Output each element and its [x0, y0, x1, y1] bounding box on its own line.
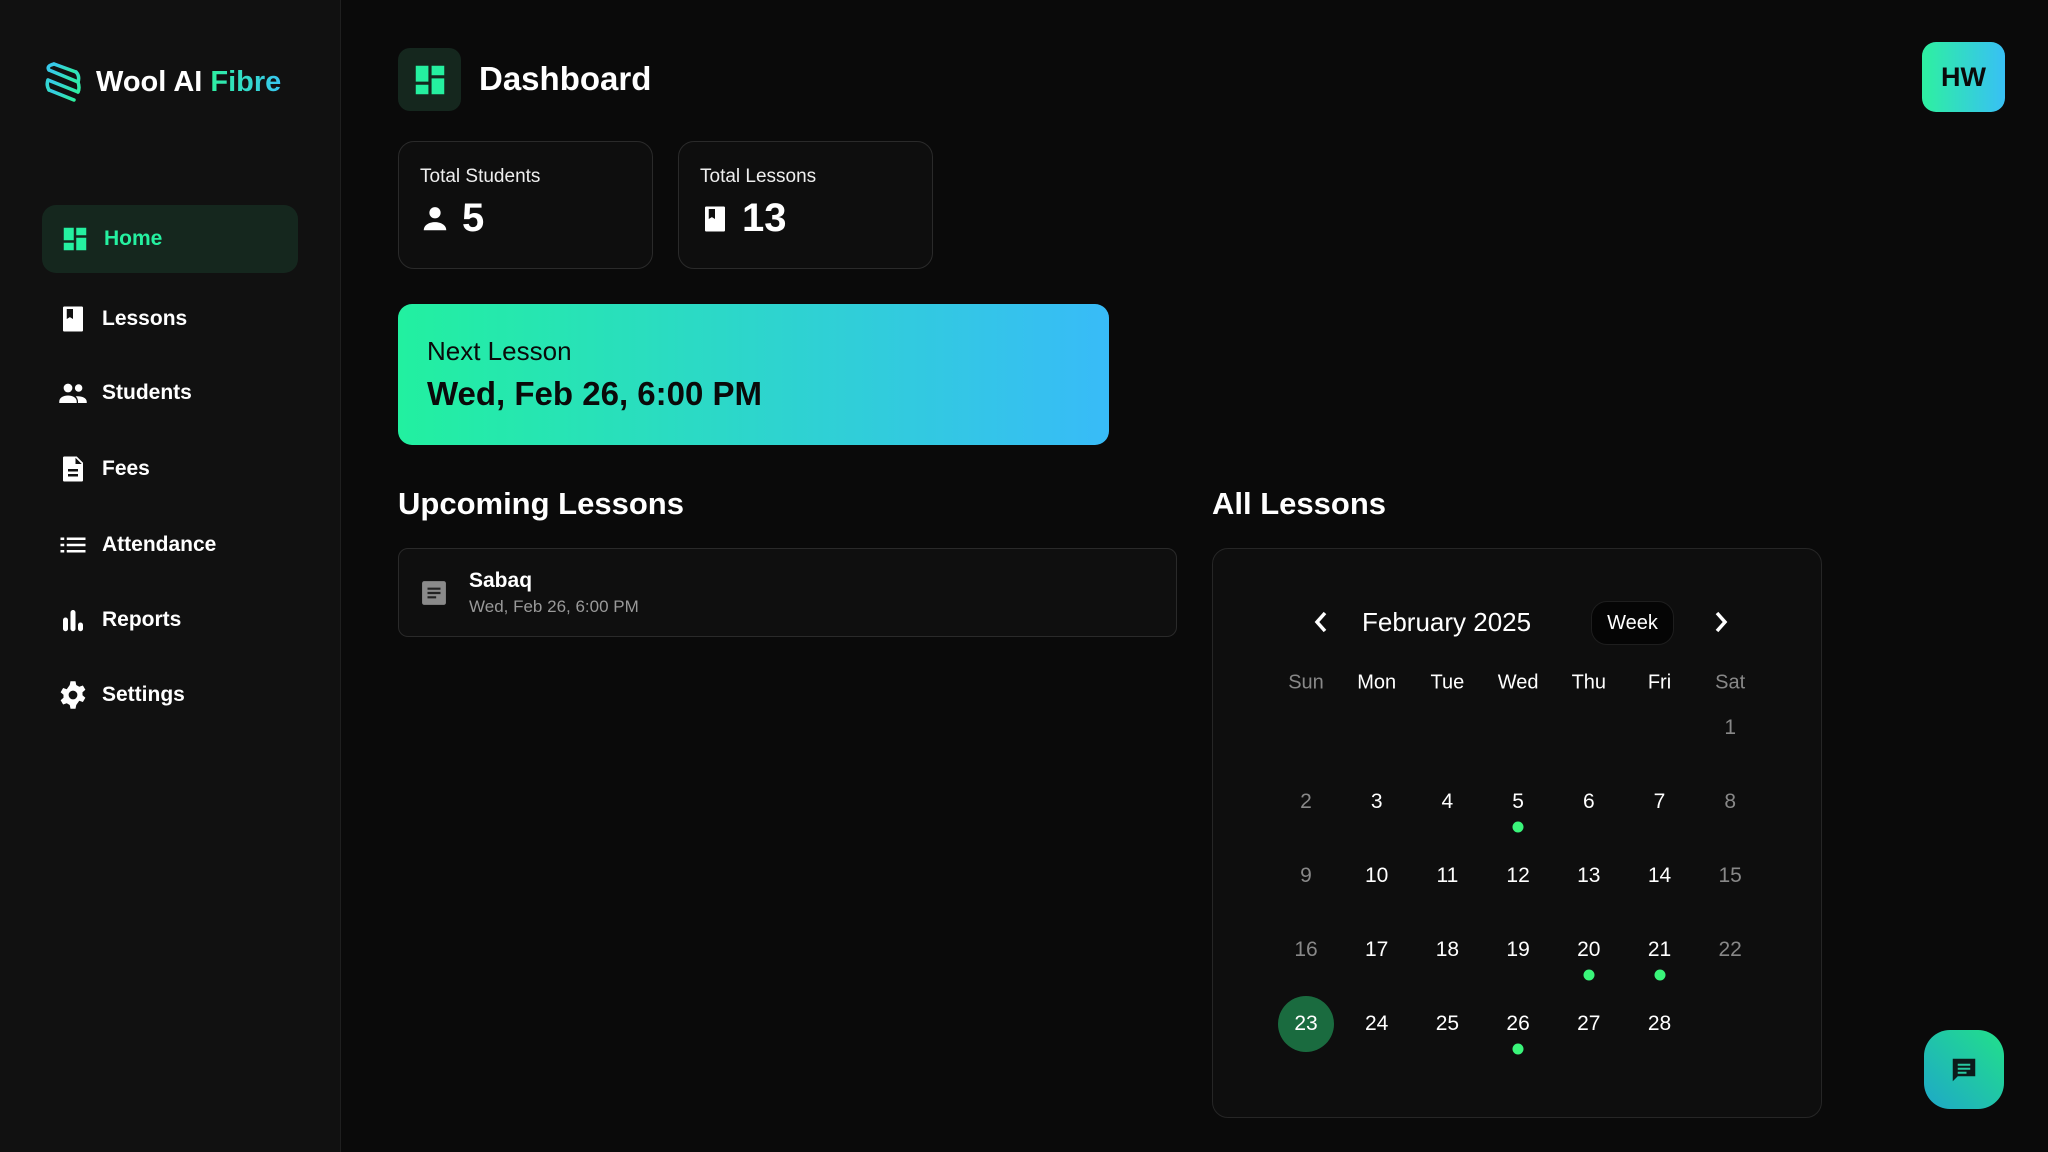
people-icon — [59, 383, 87, 403]
chevron-right-icon — [1715, 611, 1728, 633]
calendar-day[interactable]: 12 — [1506, 864, 1530, 887]
stat-label: Total Lessons — [700, 166, 817, 187]
chat-icon — [1952, 1058, 1976, 1081]
calendar-day[interactable]: 18 — [1435, 938, 1460, 961]
next-month-button[interactable] — [1709, 607, 1733, 644]
user-avatar[interactable]: HW — [1922, 42, 2005, 112]
sidebar-item-students[interactable]: Students — [42, 359, 298, 427]
calendar-day[interactable]: 13 — [1577, 864, 1601, 887]
calendar-day[interactable]: 6 — [1582, 790, 1595, 813]
person-icon — [423, 206, 447, 230]
notes-icon — [422, 580, 446, 605]
page-title: Dashboard — [479, 60, 652, 97]
lesson-indicator-dot — [1583, 969, 1595, 981]
sidebar-item-label: Fees — [102, 457, 150, 480]
calendar-day[interactable]: 7 — [1653, 790, 1666, 813]
document-icon — [63, 456, 83, 482]
book-icon — [63, 306, 83, 332]
lesson-indicator-dot — [1512, 1043, 1524, 1055]
weekday-fri: Fri — [1647, 671, 1672, 694]
book-icon — [705, 206, 725, 231]
gear-icon — [60, 681, 86, 709]
calendar-day[interactable]: 2 — [1300, 790, 1312, 813]
calendar-day[interactable]: 14 — [1647, 864, 1672, 887]
next-lesson-banner[interactable]: Next Lesson Wed, Feb 26, 6:00 PM — [398, 304, 1109, 445]
sidebar-item-attendance[interactable]: Attendance — [42, 511, 298, 579]
wool-logo-icon — [45, 62, 81, 102]
stat-value: 13 — [742, 196, 787, 240]
calendar-day[interactable]: 16 — [1294, 938, 1318, 961]
stat-card-lessons: Total Lessons 13 — [678, 141, 933, 269]
calendar-day[interactable]: 1 — [1724, 716, 1737, 739]
calendar-day[interactable]: 4 — [1441, 790, 1454, 813]
weekday-sun: Sun — [1288, 671, 1324, 694]
dashboard-icon — [63, 227, 87, 251]
dashboard-header-icon — [398, 48, 461, 111]
calendar-day[interactable]: 17 — [1365, 938, 1389, 961]
lesson-datetime: Wed, Feb 26, 6:00 PM — [469, 596, 639, 616]
weekday-tue: Tue — [1430, 671, 1465, 694]
calendar-day[interactable]: 9 — [1300, 864, 1312, 887]
calendar-day[interactable]: 3 — [1370, 790, 1383, 813]
stat-value: 5 — [462, 196, 485, 240]
logo[interactable]: Wool AI Fibre — [44, 60, 281, 104]
calendar-day[interactable]: 26 — [1506, 1012, 1530, 1035]
stat-label: Total Students — [420, 166, 541, 187]
bar-chart-icon — [63, 610, 83, 632]
calendar-day[interactable]: 25 — [1435, 1012, 1460, 1035]
calendar-day[interactable]: 24 — [1365, 1012, 1389, 1035]
weekday-thu: Thu — [1571, 671, 1607, 694]
lesson-indicator-dot — [1654, 969, 1665, 981]
list-icon — [60, 537, 86, 553]
calendar-day[interactable]: 5 — [1512, 790, 1524, 813]
sidebar-item-label: Settings — [102, 683, 185, 706]
weekday-mon: Mon — [1357, 671, 1397, 694]
prev-month-button[interactable] — [1309, 607, 1333, 644]
sidebar-item-label: Reports — [102, 608, 182, 631]
sidebar-item-reports[interactable]: Reports — [42, 586, 298, 654]
sidebar-item-label: Attendance — [102, 533, 217, 556]
upcoming-lessons-title: Upcoming Lessons — [398, 486, 684, 521]
chevron-left-icon — [1314, 611, 1327, 633]
lesson-title: Sabaq — [469, 568, 533, 592]
lesson-indicator-dot — [1512, 821, 1524, 833]
next-lesson-label: Next Lesson — [427, 336, 572, 366]
stat-card-students: Total Students 5 — [398, 141, 653, 269]
calendar-day[interactable]: 20 — [1577, 938, 1601, 961]
calendar-day[interactable]: 22 — [1718, 938, 1742, 961]
week-view-button[interactable]: Week — [1591, 601, 1674, 645]
sidebar-item-label: Home — [104, 227, 163, 250]
month-label: February 2025 — [1362, 607, 1532, 637]
sidebar: Wool AI Fibre Home Lessons Students Fees… — [0, 0, 341, 1152]
calendar-day[interactable]: 27 — [1577, 1012, 1601, 1035]
calendar-day[interactable]: 15 — [1718, 864, 1742, 887]
sidebar-item-fees[interactable]: Fees — [42, 435, 298, 503]
upcoming-lesson-item[interactable]: Sabaq Wed, Feb 26, 6:00 PM — [398, 548, 1177, 637]
sidebar-item-settings[interactable]: Settings — [42, 661, 298, 729]
calendar-day[interactable]: 28 — [1647, 1012, 1672, 1035]
sidebar-item-label: Students — [102, 381, 192, 404]
calendar-day[interactable]: 21 — [1647, 938, 1672, 961]
chat-button[interactable] — [1924, 1030, 2004, 1109]
sidebar-item-home[interactable]: Home — [42, 205, 298, 273]
brand-name: Wool AI Fibre — [96, 65, 282, 98]
calendar: February 2025 Week Sun Mon Tue Wed Thu Fri Sat… — [1212, 548, 1822, 1118]
sidebar-item-lessons[interactable]: Lessons — [42, 285, 298, 353]
calendar-day[interactable]: 23 — [1278, 996, 1334, 1052]
next-lesson-datetime: Wed, Feb 26, 6:00 PM — [427, 375, 762, 412]
weekday-wed: Wed — [1497, 671, 1539, 694]
calendar-day[interactable]: 10 — [1365, 864, 1389, 887]
all-lessons-title: All Lessons — [1212, 486, 1386, 521]
calendar-day[interactable]: 8 — [1724, 790, 1737, 813]
weekday-sat: Sat — [1715, 671, 1746, 694]
sidebar-item-label: Lessons — [102, 307, 188, 330]
calendar-day[interactable]: 11 — [1436, 864, 1459, 887]
calendar-day[interactable]: 19 — [1506, 938, 1530, 961]
